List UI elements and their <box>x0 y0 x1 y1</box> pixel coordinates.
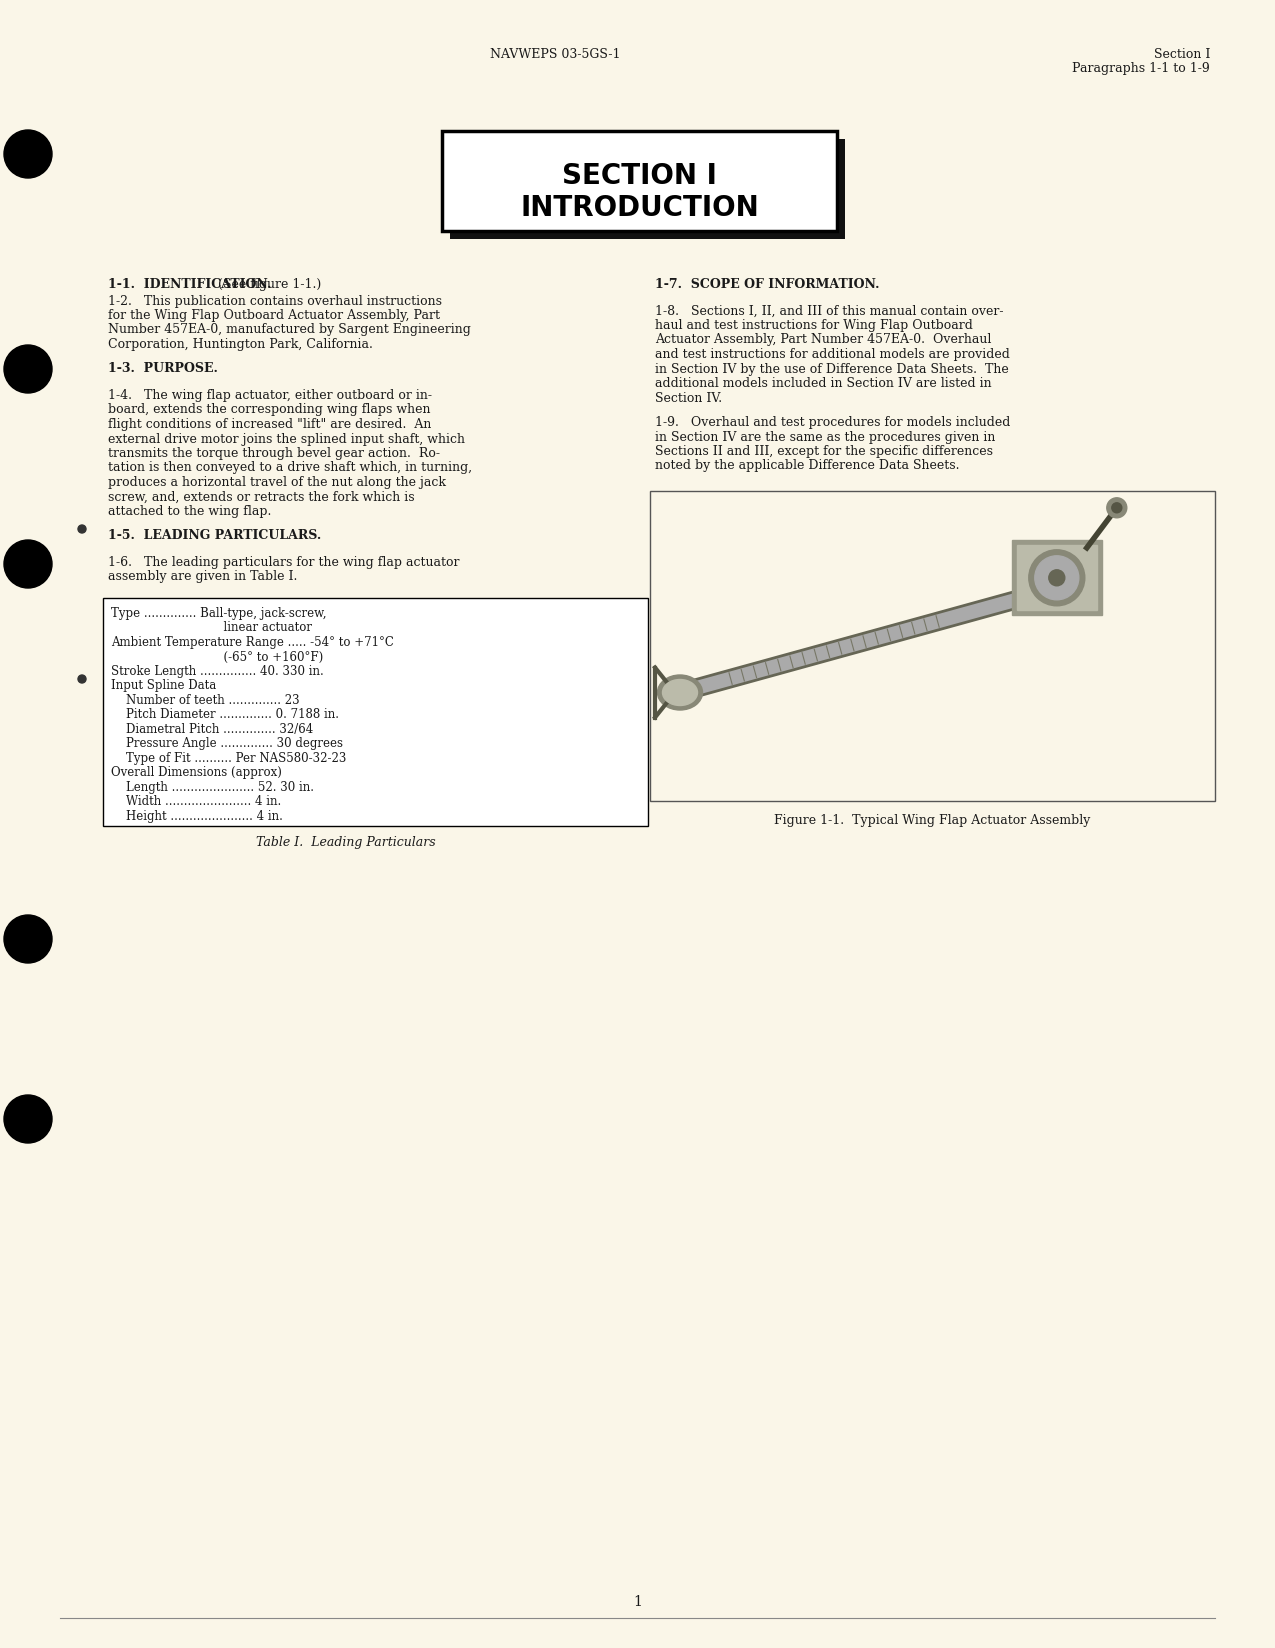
Circle shape <box>4 346 52 394</box>
Circle shape <box>1035 557 1079 600</box>
Text: Stroke Length ............... 40. 330 in.: Stroke Length ............... 40. 330 in… <box>111 664 324 677</box>
Text: SECTION I: SECTION I <box>562 162 717 190</box>
Text: tation is then conveyed to a drive shaft which, in turning,: tation is then conveyed to a drive shaft… <box>108 461 472 475</box>
Text: board, extends the corresponding wing flaps when: board, extends the corresponding wing fl… <box>108 404 431 417</box>
Text: Paragraphs 1-1 to 1-9: Paragraphs 1-1 to 1-9 <box>1072 63 1210 74</box>
Bar <box>1016 545 1096 611</box>
Ellipse shape <box>663 681 697 705</box>
Text: Ambient Temperature Range ..... -54° to +71°C: Ambient Temperature Range ..... -54° to … <box>111 636 394 649</box>
Bar <box>650 491 1215 801</box>
Text: noted by the applicable Difference Data Sheets.: noted by the applicable Difference Data … <box>655 460 960 473</box>
Text: linear actuator: linear actuator <box>111 621 312 634</box>
Text: Actuator Assembly, Part Number 457EA-0.  Overhaul: Actuator Assembly, Part Number 457EA-0. … <box>655 333 992 346</box>
Text: 1-7.  SCOPE OF INFORMATION.: 1-7. SCOPE OF INFORMATION. <box>655 279 880 290</box>
Text: Table I.  Leading Particulars: Table I. Leading Particulars <box>256 836 435 849</box>
Text: Pressure Angle .............. 30 degrees: Pressure Angle .............. 30 degrees <box>111 737 343 750</box>
Text: 1-6.   The leading particulars for the wing flap actuator: 1-6. The leading particulars for the win… <box>108 555 459 569</box>
Text: Section I: Section I <box>1154 48 1210 61</box>
Text: 1-4.   The wing flap actuator, either outboard or in-: 1-4. The wing flap actuator, either outb… <box>108 389 432 402</box>
Circle shape <box>1049 570 1065 587</box>
Bar <box>442 132 836 232</box>
Text: 1-9.   Overhaul and test procedures for models included: 1-9. Overhaul and test procedures for mo… <box>655 415 1010 428</box>
Text: haul and test instructions for Wing Flap Outboard: haul and test instructions for Wing Flap… <box>655 318 973 331</box>
Circle shape <box>4 130 52 180</box>
Text: Width ....................... 4 in.: Width ....................... 4 in. <box>111 794 282 808</box>
Text: flight conditions of increased "lift" are desired.  An: flight conditions of increased "lift" ar… <box>108 417 431 430</box>
Text: transmits the torque through bevel gear action.  Ro-: transmits the torque through bevel gear … <box>108 447 440 460</box>
Text: produces a horizontal travel of the nut along the jack: produces a horizontal travel of the nut … <box>108 476 446 489</box>
Text: screw, and, extends or retracts the fork which is: screw, and, extends or retracts the fork… <box>108 489 414 503</box>
Ellipse shape <box>658 676 703 710</box>
Text: Overall Dimensions (approx): Overall Dimensions (approx) <box>111 766 282 780</box>
Circle shape <box>4 541 52 588</box>
Text: additional models included in Section IV are listed in: additional models included in Section IV… <box>655 377 992 391</box>
Text: (-65° to +160°F): (-65° to +160°F) <box>111 649 324 662</box>
Text: 1-2.   This publication contains overhaul instructions: 1-2. This publication contains overhaul … <box>108 295 442 307</box>
Text: Diametral Pitch .............. 32/64: Diametral Pitch .............. 32/64 <box>111 722 314 735</box>
Bar <box>1012 541 1102 616</box>
Text: Input Spline Data: Input Spline Data <box>111 679 217 692</box>
Text: Sections II and III, except for the specific differences: Sections II and III, except for the spec… <box>655 445 993 458</box>
Text: INTRODUCTION: INTRODUCTION <box>520 194 759 222</box>
Text: 1-5.  LEADING PARTICULARS.: 1-5. LEADING PARTICULARS. <box>108 529 321 542</box>
Text: (See figure 1-1.): (See figure 1-1.) <box>207 279 321 290</box>
Circle shape <box>78 676 85 684</box>
Text: Height ...................... 4 in.: Height ...................... 4 in. <box>111 809 283 822</box>
Text: 1-1.  IDENTIFICATION.: 1-1. IDENTIFICATION. <box>108 279 272 290</box>
Text: in Section IV are the same as the procedures given in: in Section IV are the same as the proced… <box>655 430 996 443</box>
Circle shape <box>1112 504 1122 514</box>
Circle shape <box>1107 498 1127 519</box>
Text: NAVWEPS 03-5GS-1: NAVWEPS 03-5GS-1 <box>490 48 621 61</box>
Text: Section IV.: Section IV. <box>655 391 722 404</box>
Text: Corporation, Huntington Park, California.: Corporation, Huntington Park, California… <box>108 338 372 351</box>
Text: Pitch Diameter .............. 0. 7188 in.: Pitch Diameter .............. 0. 7188 in… <box>111 709 339 722</box>
Text: for the Wing Flap Outboard Actuator Assembly, Part: for the Wing Flap Outboard Actuator Asse… <box>108 308 440 321</box>
Circle shape <box>1029 550 1085 606</box>
Text: Number 457EA-0, manufactured by Sargent Engineering: Number 457EA-0, manufactured by Sargent … <box>108 323 470 336</box>
Text: Figure 1-1.  Typical Wing Flap Actuator Assembly: Figure 1-1. Typical Wing Flap Actuator A… <box>774 814 1090 827</box>
Text: 1: 1 <box>634 1594 641 1608</box>
Text: Number of teeth .............. 23: Number of teeth .............. 23 <box>111 694 300 707</box>
Text: 1-8.   Sections I, II, and III of this manual contain over-: 1-8. Sections I, II, and III of this man… <box>655 305 1003 318</box>
Text: Length ...................... 52. 30 in.: Length ...................... 52. 30 in. <box>111 781 314 794</box>
Circle shape <box>4 915 52 964</box>
Text: and test instructions for additional models are provided: and test instructions for additional mod… <box>655 348 1010 361</box>
Text: Type .............. Ball-type, jack-screw,: Type .............. Ball-type, jack-scre… <box>111 606 326 620</box>
Text: in Section IV by the use of Difference Data Sheets.  The: in Section IV by the use of Difference D… <box>655 363 1009 376</box>
Text: assembly are given in Table I.: assembly are given in Table I. <box>108 570 297 583</box>
Text: 1-3.  PURPOSE.: 1-3. PURPOSE. <box>108 363 218 376</box>
Circle shape <box>4 1096 52 1144</box>
Circle shape <box>78 526 85 534</box>
Text: Type of Fit .......... Per NAS580-32-23: Type of Fit .......... Per NAS580-32-23 <box>111 751 347 765</box>
Bar <box>103 598 648 826</box>
Text: external drive motor joins the splined input shaft, which: external drive motor joins the splined i… <box>108 432 465 445</box>
Text: attached to the wing flap.: attached to the wing flap. <box>108 504 272 517</box>
Bar <box>450 140 845 241</box>
